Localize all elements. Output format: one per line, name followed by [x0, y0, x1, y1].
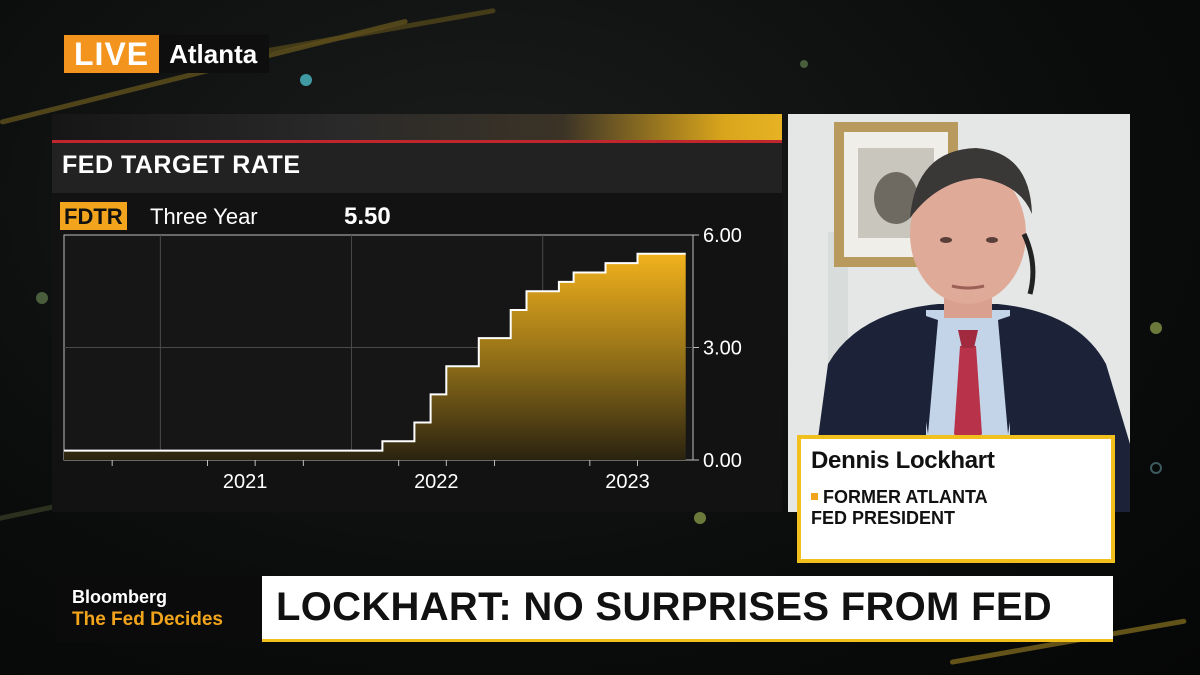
show-brand-box: Bloomberg The Fed Decides [56, 576, 262, 642]
brand-name: Bloomberg [72, 587, 168, 607]
ticker-badge: FDTR [60, 202, 127, 230]
rate-area [64, 253, 686, 460]
guest-nameplate: Dennis Lockhart FORMER ATLANTA FED PRESI… [797, 435, 1115, 563]
chart-panel: FED TARGET RATE FDTR Three Year 5.50 202… [52, 114, 782, 512]
y-tick-label: 3.00 [703, 338, 742, 360]
live-label: LIVE [64, 35, 160, 73]
live-location: Atlanta [159, 35, 270, 73]
chart-header-stripe [52, 114, 782, 140]
guest-title: FORMER ATLANTA FED PRESIDENT [811, 487, 988, 529]
last-value: 5.50 [344, 203, 391, 230]
x-tick-label: 2022 [414, 471, 459, 493]
y-tick-label: 6.00 [703, 225, 742, 247]
guest-title-line1: FORMER ATLANTA [823, 487, 988, 507]
rate-chart: 2021 2022 2023 6.00 3.00 0.00 [63, 225, 742, 493]
range-label: Three Year [150, 204, 258, 229]
title-bullet [811, 493, 818, 500]
chart-title: FED TARGET RATE [62, 151, 301, 179]
guest-title-line2: FED PRESIDENT [811, 508, 956, 528]
guest-name: Dennis Lockhart [811, 447, 995, 474]
live-badge: LIVE Atlanta [64, 35, 270, 73]
x-tick-label: 2021 [223, 471, 268, 493]
rate-line [64, 252, 686, 452]
chart-header-redline [52, 140, 782, 143]
show-name: The Fed Decides [72, 609, 223, 630]
headline-bar: LOCKHART: NO SURPRISES FROM FED [262, 576, 1113, 642]
headline-text: LOCKHART: NO SURPRISES FROM FED [276, 585, 1052, 629]
x-tick-label: 2023 [605, 471, 650, 493]
chart-title-bar: FED TARGET RATE [52, 143, 782, 193]
y-tick-label: 0.00 [703, 450, 742, 472]
